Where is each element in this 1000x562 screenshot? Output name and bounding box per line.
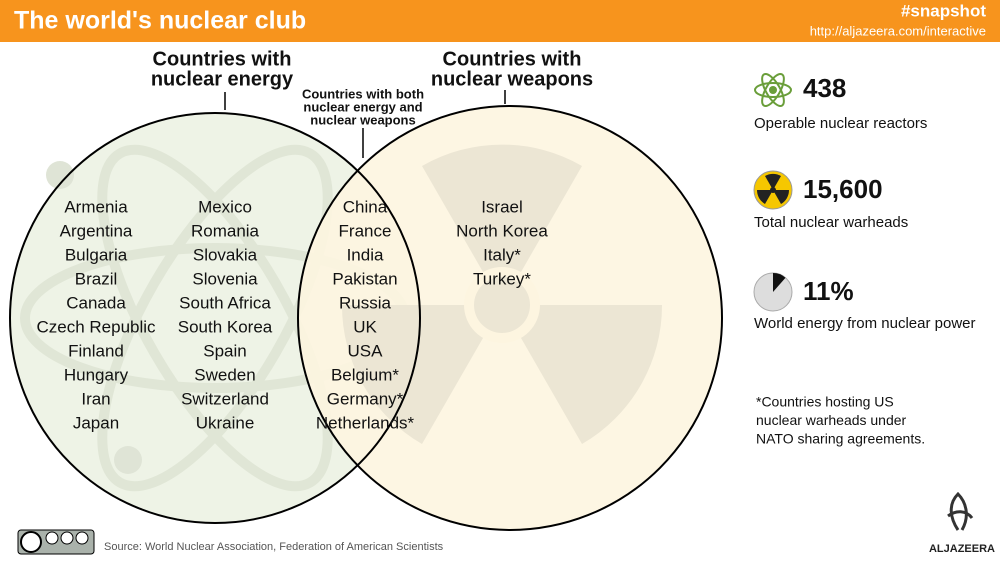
country: Slovenia: [192, 269, 258, 288]
header-bar: [0, 0, 1000, 42]
country: Mexico: [198, 197, 252, 216]
country: Japan: [73, 413, 119, 432]
overlap-title: Countries with both: [302, 86, 424, 101]
country: Germany*: [327, 389, 404, 408]
country: China: [343, 197, 388, 216]
country: Argentina: [60, 221, 133, 240]
source: Source: World Nuclear Association, Feder…: [104, 541, 444, 553]
country: USA: [348, 341, 384, 360]
stat-label: World energy from nuclear power: [754, 315, 975, 332]
stat-label: Total nuclear warheads: [754, 214, 908, 231]
country: Ukraine: [196, 413, 255, 432]
country: Finland: [68, 341, 124, 360]
footnote: NATO sharing agreements.: [756, 431, 925, 447]
section-title: nuclear energy: [151, 68, 294, 90]
section-title: nuclear weapons: [431, 68, 593, 90]
country: South Korea: [178, 317, 273, 336]
footnote: *Countries hosting US: [756, 394, 894, 410]
country: Italy*: [483, 245, 521, 264]
atom-icon: [754, 73, 792, 107]
weapons-circle: [298, 106, 722, 530]
title: The world's nuclear club: [14, 7, 306, 35]
country: Spain: [203, 341, 246, 360]
country: France: [339, 221, 392, 240]
stat-value: 438: [803, 73, 846, 103]
country: UK: [353, 317, 377, 336]
country: Switzerland: [181, 389, 269, 408]
country: Belgium*: [331, 365, 399, 384]
country: North Korea: [456, 221, 548, 240]
energy-outline: [9, 112, 421, 524]
country: Romania: [191, 221, 260, 240]
footnote: nuclear warheads under: [756, 412, 907, 428]
section-title: Countries with: [153, 48, 292, 70]
license-badge: [17, 529, 95, 555]
logo: ALJAZEERA: [929, 543, 995, 555]
stat-value: 11%: [803, 276, 854, 306]
country: Hungary: [64, 365, 129, 384]
radiation-icon: [753, 170, 793, 210]
country: Canada: [66, 293, 126, 312]
country: Sweden: [194, 365, 255, 384]
weapons-outline: [297, 105, 723, 531]
section-title: Countries with: [443, 48, 582, 70]
overlap-title: nuclear weapons: [310, 112, 415, 127]
country: India: [347, 245, 384, 264]
country: South Africa: [179, 293, 271, 312]
stat-value: 15,600: [803, 174, 883, 204]
country: Slovakia: [193, 245, 258, 264]
hashtag: #snapshot: [901, 1, 986, 20]
country: Israel: [481, 197, 523, 216]
country: Turkey*: [473, 269, 531, 288]
overlap-title: nuclear energy and: [303, 99, 422, 114]
country: Armenia: [64, 197, 128, 216]
country: Bulgaria: [65, 245, 128, 264]
country: Iran: [81, 389, 110, 408]
country: Netherlands*: [316, 413, 415, 432]
country: Pakistan: [332, 269, 397, 288]
country: Brazil: [75, 269, 118, 288]
country: Czech Republic: [36, 317, 156, 336]
logo-mark: [947, 491, 974, 531]
url: http://aljazeera.com/interactive: [810, 23, 986, 38]
pie-icon: [753, 272, 793, 312]
country: Russia: [339, 293, 392, 312]
stat-label: Operable nuclear reactors: [754, 115, 927, 132]
